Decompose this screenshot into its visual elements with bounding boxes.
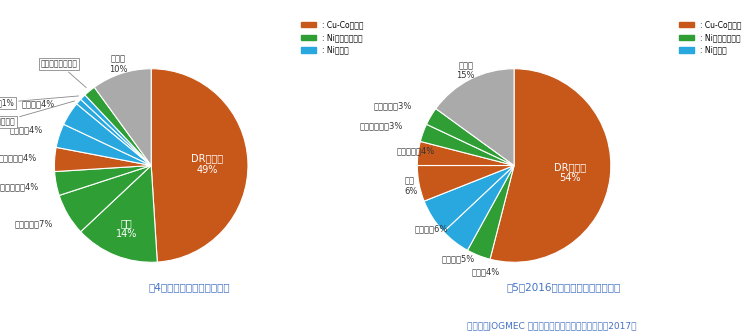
Text: カナダ　4%: カナダ 4% (9, 126, 42, 135)
Text: その他
10%: その他 10% (109, 55, 128, 74)
Wedge shape (417, 166, 514, 201)
Text: 中国　1%: 中国 1% (0, 96, 79, 107)
Wedge shape (64, 104, 151, 166)
Wedge shape (426, 109, 514, 166)
Wedge shape (420, 124, 514, 166)
Wedge shape (435, 69, 514, 166)
Text: DRコンゴ
49%: DRコンゴ 49% (191, 153, 223, 174)
Wedge shape (424, 166, 514, 232)
Text: フィリピン　3%: フィリピン 3% (360, 121, 403, 130)
Legend: : Cu-Co硫化鉱, : Niラテライト鉱, : Ni硫化鉱: : Cu-Co硫化鉱, : Niラテライト鉱, : Ni硫化鉱 (676, 17, 745, 58)
Text: カナダ　6%: カナダ 6% (414, 224, 448, 233)
Wedge shape (151, 69, 248, 262)
Text: 図5．2016年のコバルト鉱石生産量: 図5．2016年のコバルト鉱石生産量 (506, 282, 621, 292)
Wedge shape (54, 166, 151, 195)
Text: （出典：JOGMEC メタルマイニング・データブック2017）: （出典：JOGMEC メタルマイニング・データブック2017） (467, 322, 637, 331)
Text: 図4．世界のコバルト埋蔵量: 図4．世界のコバルト埋蔵量 (148, 282, 230, 292)
Text: ロシア　5%: ロシア 5% (442, 254, 475, 263)
Text: キューバ　7%: キューバ 7% (14, 219, 53, 228)
Legend: : Cu-Co硫化鉱, : Niラテライト鉱, : Ni硫化鉱: : Cu-Co硫化鉱, : Niラテライト鉱, : Ni硫化鉱 (298, 17, 367, 58)
Wedge shape (444, 166, 514, 250)
Wedge shape (85, 87, 151, 166)
Text: DRコンゴ
54%: DRコンゴ 54% (553, 162, 586, 183)
Wedge shape (81, 166, 157, 262)
Wedge shape (417, 141, 514, 166)
Wedge shape (76, 99, 151, 166)
Text: キューバ　3%: キューバ 3% (374, 101, 413, 110)
Text: ロシア　4%: ロシア 4% (21, 100, 54, 109)
Wedge shape (56, 124, 151, 166)
Text: 中国
6%: 中国 6% (404, 177, 418, 196)
Wedge shape (490, 69, 611, 262)
Text: ザンビア　4%: ザンビア 4% (0, 154, 37, 163)
Text: 豪州
14%: 豪州 14% (116, 218, 137, 239)
Text: マダガスタル: マダガスタル (0, 101, 75, 126)
Wedge shape (94, 69, 151, 166)
Wedge shape (467, 166, 514, 259)
Wedge shape (59, 166, 151, 232)
Text: その他
15%: その他 15% (457, 61, 475, 80)
Text: フィリピン　4%: フィリピン 4% (0, 182, 39, 191)
Wedge shape (81, 95, 151, 166)
Text: ザンビア　4%: ザンビア 4% (397, 146, 435, 155)
Text: ニューカレドニア: ニューカレドニア (41, 59, 86, 88)
Wedge shape (54, 147, 151, 171)
Text: 豪州　4%: 豪州 4% (472, 267, 500, 276)
